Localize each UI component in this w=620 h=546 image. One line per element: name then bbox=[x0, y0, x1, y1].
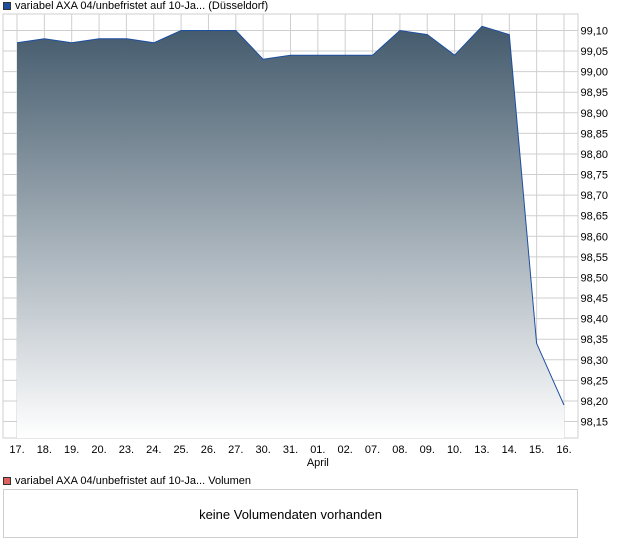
x-axis-month-label: April bbox=[307, 457, 329, 469]
price-legend: variabel AXA 04/unbefristet auf 10-Ja...… bbox=[3, 0, 268, 12]
x-tick-label: 26. bbox=[201, 444, 216, 456]
x-tick-label: 14. bbox=[502, 444, 517, 456]
x-tick-label: 23. bbox=[119, 444, 134, 456]
y-tick-label: 98,20 bbox=[580, 396, 608, 408]
price-legend-label: variabel AXA 04/unbefristet auf 10-Ja...… bbox=[15, 0, 269, 12]
y-axis-ticks: 98,15 98,20 98,25 98,30 98,35 98,40 98,45 98,50… bbox=[580, 25, 608, 428]
x-axis-ticks: 17. 18. 19. 20. 23. 24. 25. 26. 27. 30. 31. 01. 02. 0… bbox=[9, 444, 571, 456]
x-tick-label: 20. bbox=[91, 444, 106, 456]
volume-legend-swatch bbox=[3, 477, 11, 485]
y-tick-label: 98,80 bbox=[580, 149, 608, 161]
y-tick-label: 98,75 bbox=[580, 170, 608, 182]
x-tick-label: 07. bbox=[365, 444, 380, 456]
volume-legend: variabel AXA 04/unbefristet auf 10-Ja...… bbox=[3, 475, 251, 487]
x-tick-label: 19. bbox=[64, 444, 79, 456]
x-tick-label: 16. bbox=[556, 444, 571, 456]
price-line bbox=[16, 25, 565, 406]
y-tick-label: 98,25 bbox=[580, 375, 608, 387]
x-tick-label: 25. bbox=[173, 444, 188, 456]
y-tick-label: 98,65 bbox=[580, 211, 608, 223]
y-tick-label: 98,70 bbox=[580, 190, 608, 202]
y-tick-label: 98,45 bbox=[580, 293, 608, 305]
y-tick-label: 98,15 bbox=[580, 417, 608, 429]
x-tick-label: 08. bbox=[392, 444, 407, 456]
price-chart: 98,15 98,20 98,25 98,30 98,35 98,40 98,45 98,50… bbox=[2, 13, 608, 469]
x-tick-label: 31. bbox=[283, 444, 298, 456]
y-tick-label: 98,30 bbox=[580, 355, 608, 367]
volume-legend-label: variabel AXA 04/unbefristet auf 10-Ja...… bbox=[15, 475, 252, 487]
x-tick-label: 02. bbox=[338, 444, 353, 456]
x-tick-label: 27. bbox=[228, 444, 243, 456]
y-tick-label: 98,90 bbox=[580, 108, 608, 120]
y-tick-label: 98,95 bbox=[580, 87, 608, 99]
y-tick-label: 98,50 bbox=[580, 272, 608, 284]
y-tick-label: 98,55 bbox=[580, 252, 608, 264]
x-tick-label: 18. bbox=[37, 444, 52, 456]
x-tick-label: 30. bbox=[256, 444, 271, 456]
y-tick-label: 98,40 bbox=[580, 314, 608, 326]
y-tick-label: 99,00 bbox=[580, 67, 608, 79]
volume-panel: keine Volumendaten vorhanden bbox=[3, 489, 578, 538]
volume-empty-message: keine Volumendaten vorhanden bbox=[199, 507, 382, 522]
x-tick-label: 17. bbox=[9, 444, 24, 456]
y-tick-label: 99,10 bbox=[580, 25, 608, 37]
x-tick-label: 01. bbox=[310, 444, 325, 456]
price-legend-swatch bbox=[3, 2, 11, 10]
x-tick-label: 10. bbox=[447, 444, 462, 456]
y-tick-label: 98,60 bbox=[580, 231, 608, 243]
y-tick-label: 98,85 bbox=[580, 128, 608, 140]
x-tick-label: 09. bbox=[420, 444, 435, 456]
x-tick-label: 24. bbox=[146, 444, 161, 456]
x-tick-label: 15. bbox=[529, 444, 544, 456]
price-area bbox=[17, 26, 564, 439]
y-tick-label: 99,05 bbox=[580, 46, 608, 58]
x-tick-label: 13. bbox=[474, 444, 489, 456]
y-tick-label: 98,35 bbox=[580, 334, 608, 346]
